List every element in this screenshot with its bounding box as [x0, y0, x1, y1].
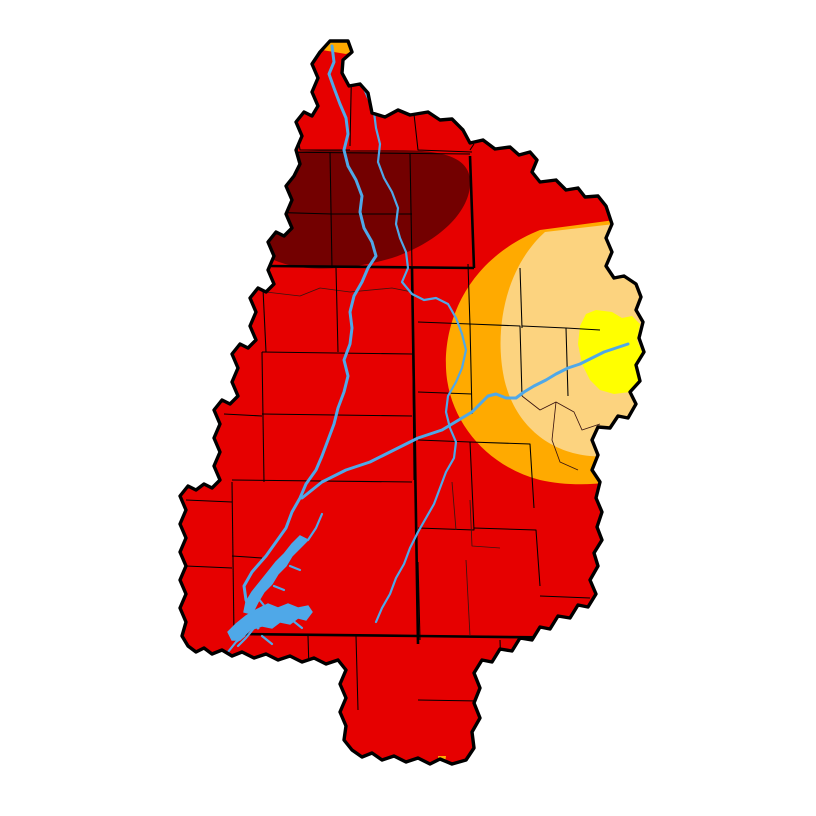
d2-sliver-south-b [484, 760, 512, 764]
main-stem-river-east [300, 342, 630, 500]
river-network [226, 44, 630, 654]
tributary-river-north [344, 56, 468, 624]
basin-outline [178, 39, 646, 766]
main-stem-river [242, 44, 378, 630]
reservoir [226, 512, 324, 654]
tributary-river-west [236, 626, 256, 648]
drought-layer-d0 [578, 310, 642, 394]
d0-region [578, 310, 642, 394]
d4-region [263, 150, 471, 269]
drought-layer-d4 [263, 150, 471, 269]
